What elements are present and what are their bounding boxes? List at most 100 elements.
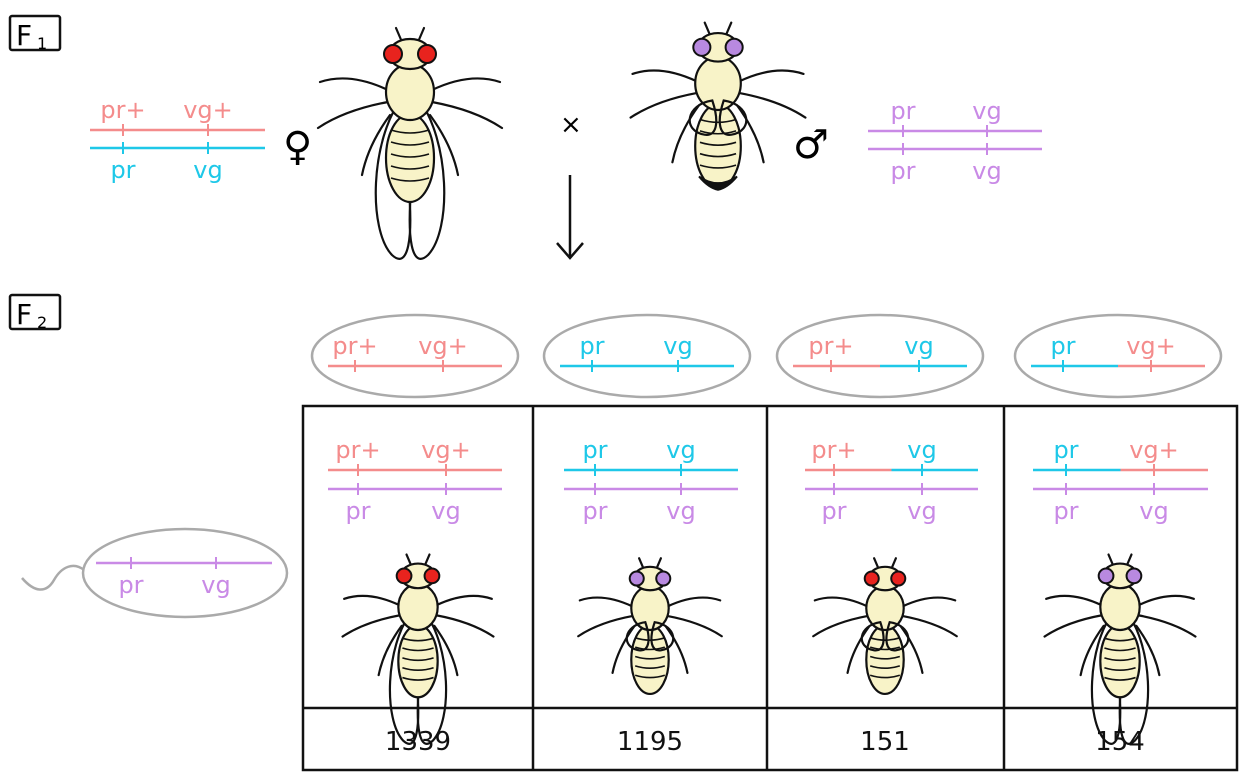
fly-abdomen xyxy=(1099,623,1141,699)
fly-leg xyxy=(899,625,924,674)
fly-stripe xyxy=(634,674,666,679)
fly-eye xyxy=(1097,567,1115,585)
fly-leg xyxy=(737,69,805,83)
fly-stripe xyxy=(699,152,737,158)
allele-label: pr xyxy=(345,497,370,525)
fly-stripe xyxy=(869,646,901,651)
svg-text:F: F xyxy=(16,298,32,331)
fly-leg xyxy=(666,614,723,638)
fly-eye xyxy=(417,44,437,64)
fly-stripe xyxy=(1104,676,1136,681)
chromosome: pr vg xyxy=(868,143,1042,185)
allele-label: pr xyxy=(582,436,607,464)
allele-label: pr xyxy=(890,157,915,185)
allele-label: pr xyxy=(1050,332,1075,360)
fly-leg xyxy=(1079,624,1105,677)
fly-stripe xyxy=(402,666,434,671)
fly-stripe xyxy=(869,637,901,641)
female-symbol: ♀ xyxy=(283,124,312,170)
down-arrow-icon xyxy=(556,175,584,260)
fly-leg xyxy=(671,104,701,164)
male-fly xyxy=(629,21,807,191)
male-symbol: ♂ xyxy=(793,122,829,168)
fly-abdomen xyxy=(384,112,436,204)
fly-leg xyxy=(430,77,502,92)
fly-stripe xyxy=(869,674,901,679)
fly-stripe xyxy=(402,657,434,662)
egg-gamete-oval xyxy=(542,313,752,399)
allele-label: pr+ xyxy=(100,96,145,124)
offspring-fly xyxy=(1043,553,1197,745)
allele-label: pr xyxy=(579,332,604,360)
fly-thorax xyxy=(397,582,439,632)
fly-leg xyxy=(377,624,403,677)
fly-leg xyxy=(578,596,634,608)
fly-leg xyxy=(428,113,460,177)
fly-leg xyxy=(846,625,871,674)
fly-thorax xyxy=(1099,582,1141,632)
fly-eye xyxy=(383,44,403,64)
offspring-count: 154 xyxy=(1095,727,1145,757)
fly-stripe xyxy=(390,129,430,134)
fly-leg xyxy=(341,614,402,638)
fly-leg xyxy=(901,614,958,638)
allele-label: vg xyxy=(907,497,936,525)
fly-wing-stub xyxy=(718,99,748,136)
fly-wing-stub xyxy=(688,99,718,136)
fly-stripe xyxy=(402,637,434,642)
cross-symbol: × xyxy=(560,110,582,140)
allele-label: vg xyxy=(431,497,460,525)
fly-leg xyxy=(631,69,699,83)
allele-label: vg xyxy=(193,156,222,184)
fly-leg xyxy=(735,104,765,164)
fly-stripe xyxy=(869,655,901,660)
f1-label: F 1 xyxy=(8,14,62,53)
svg-text:F: F xyxy=(16,19,32,52)
chromosome: pr vg xyxy=(560,332,734,372)
offspring-column: pr+ vg pr+ vg pr vg 151 xyxy=(775,313,985,757)
allele-label: pr+ xyxy=(335,436,380,464)
sperm-gamete-oval xyxy=(81,527,289,619)
fly-leg xyxy=(1136,614,1197,638)
allele-label: pr xyxy=(890,97,915,125)
allele-label: vg+ xyxy=(421,436,471,464)
chromosome: pr vg xyxy=(1033,483,1208,525)
fly-leg xyxy=(664,625,689,674)
allele-label: vg+ xyxy=(418,332,468,360)
fly-leg xyxy=(434,614,495,638)
fly-wing-stub xyxy=(860,620,885,652)
allele-label: vg xyxy=(666,497,695,525)
fly-stripe xyxy=(634,665,666,670)
egg-gamete-oval xyxy=(1013,313,1223,399)
fly-eye xyxy=(395,567,413,585)
fly-thorax xyxy=(384,62,436,122)
offspring-column: pr+ vg+ pr+ vg+ pr vg 1339 xyxy=(310,313,520,757)
allele-label: pr xyxy=(821,497,846,525)
allele-label: vg xyxy=(201,571,230,599)
fly-leg xyxy=(812,614,869,638)
svg-text:1: 1 xyxy=(37,34,47,53)
fly-leg xyxy=(430,100,504,130)
fly-stripe xyxy=(1104,666,1136,671)
fly-stripe xyxy=(634,646,666,651)
egg-gamete-oval xyxy=(775,313,985,399)
fly-wing-stub xyxy=(885,620,910,652)
fly-wing-stub xyxy=(625,620,650,652)
fly-wing xyxy=(408,95,446,260)
egg-gamete-oval xyxy=(310,313,520,399)
chromosome: pr vg xyxy=(96,557,272,599)
chromosome: pr vg xyxy=(328,483,502,525)
allele-label: vg xyxy=(666,436,695,464)
fly-leg xyxy=(629,91,699,119)
fly-leg xyxy=(318,77,390,92)
allele-label: vg xyxy=(663,332,692,360)
fly-stripe xyxy=(1104,637,1136,642)
fly-stripe xyxy=(634,637,666,641)
svg-text:2: 2 xyxy=(37,313,47,332)
fly-eye xyxy=(655,570,672,587)
allele-label: vg+ xyxy=(1126,332,1176,360)
allele-label: pr xyxy=(1053,497,1078,525)
fly-eye xyxy=(628,570,645,587)
fly-stripe xyxy=(699,164,737,169)
